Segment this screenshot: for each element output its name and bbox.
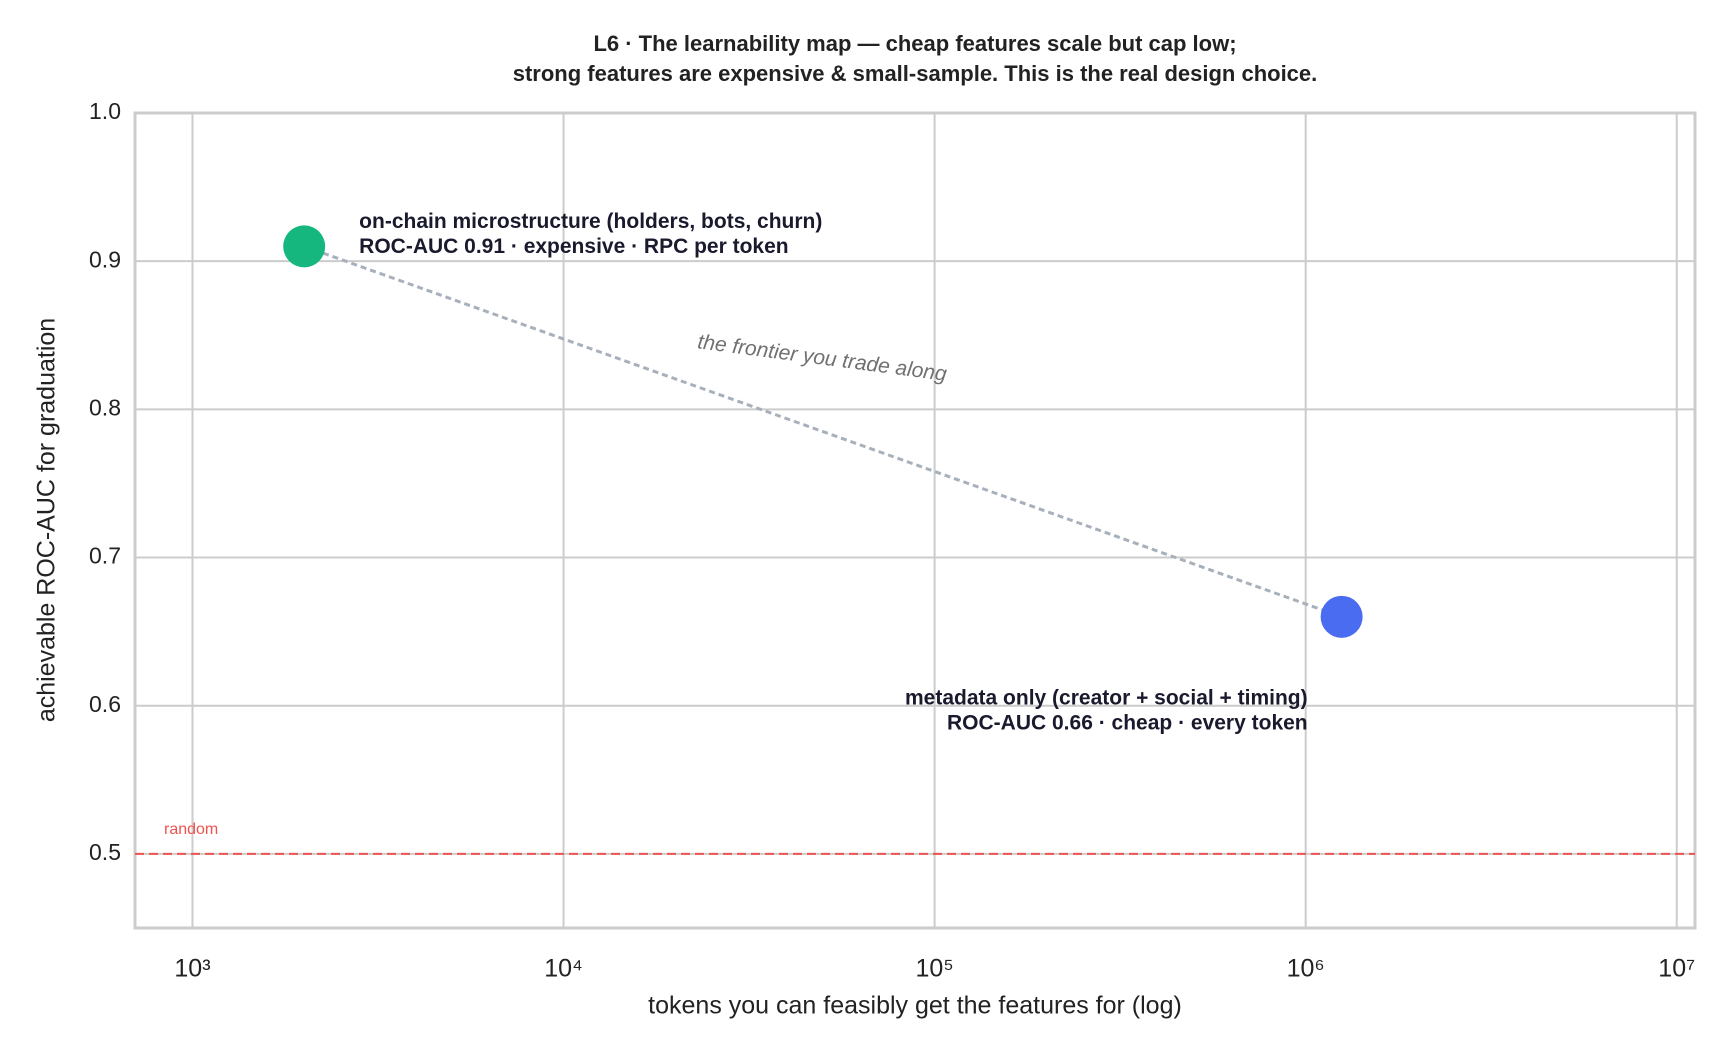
y-tick-label: 0.8 [89,394,121,420]
chart-title: L6 · The learnability map — cheap featur… [593,31,1236,56]
y-tick-label: 0.7 [89,543,121,569]
x-tick-label: 10⁴ [544,955,583,983]
x-tick-label: 10⁵ [916,955,954,983]
y-axis-label: achievable ROC-AUC for graduation [33,318,61,722]
point-name: on-chain microstructure (holders, bots, … [359,210,822,233]
y-tick-label: 1.0 [89,98,121,124]
data-label: ROC-AUC 0.91 · expensive · RPC per token [359,235,788,258]
chart-subtitle: strong features are expensive & small-sa… [513,61,1318,86]
point-name: metadata only (creator + social + timing… [905,686,1308,709]
y-tick-label: 0.9 [89,246,121,272]
x-tick-label: 10³ [174,955,210,983]
frontier-label: the frontier you trade along [696,330,948,386]
x-tick-label: 10⁶ [1287,955,1325,983]
reference-label: random [164,821,218,838]
x-axis-label: tokens you can feasibly get the features… [648,992,1182,1020]
y-tick-label: 0.6 [89,691,121,717]
y-tick-label: 0.5 [89,839,121,865]
frontier-line [303,244,1343,619]
point [1320,595,1363,638]
point [283,225,326,268]
x-tick-label: 10⁷ [1658,955,1695,983]
plot-frame [133,111,1697,930]
data-label: ROC-AUC 0.66 · cheap · every token [947,711,1308,734]
